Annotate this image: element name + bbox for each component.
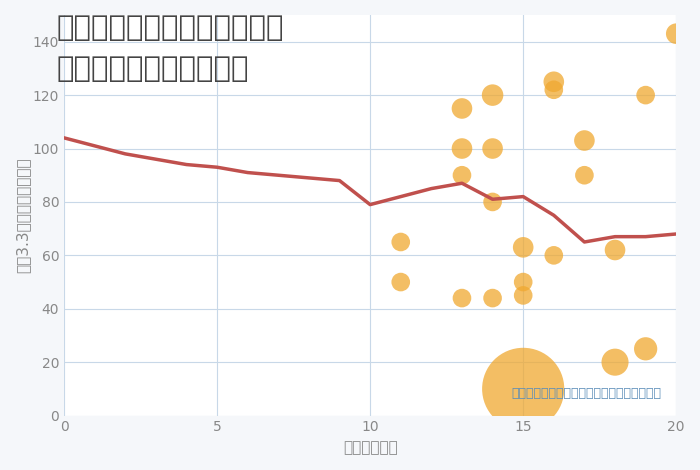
Point — [548, 78, 559, 86]
Point — [610, 359, 621, 366]
Point — [487, 91, 498, 99]
Point — [579, 172, 590, 179]
Point — [487, 145, 498, 152]
X-axis label: 駅距離（分）: 駅距離（分） — [343, 440, 398, 455]
Point — [548, 251, 559, 259]
Text: 駅距離別中古戸建て価格: 駅距離別中古戸建て価格 — [57, 14, 249, 83]
Point — [671, 30, 682, 38]
Point — [456, 145, 468, 152]
Point — [487, 294, 498, 302]
Point — [456, 172, 468, 179]
Point — [548, 86, 559, 94]
Point — [579, 137, 590, 144]
Point — [640, 345, 651, 352]
Point — [395, 238, 406, 246]
Point — [395, 278, 406, 286]
Point — [517, 278, 528, 286]
Text: 奈良県奈良市学園朝日元町の: 奈良県奈良市学園朝日元町の — [57, 14, 284, 42]
Point — [640, 91, 651, 99]
Point — [610, 246, 621, 254]
Point — [456, 294, 468, 302]
Point — [517, 385, 528, 392]
Text: 円の大きさは、取引のあった物件面積を示す: 円の大きさは、取引のあった物件面積を示す — [511, 386, 661, 400]
Point — [517, 292, 528, 299]
Point — [517, 243, 528, 251]
Y-axis label: 坪（3.3㎡）単価（万円）: 坪（3.3㎡）単価（万円） — [15, 157, 30, 273]
Point — [487, 198, 498, 206]
Point — [456, 105, 468, 112]
